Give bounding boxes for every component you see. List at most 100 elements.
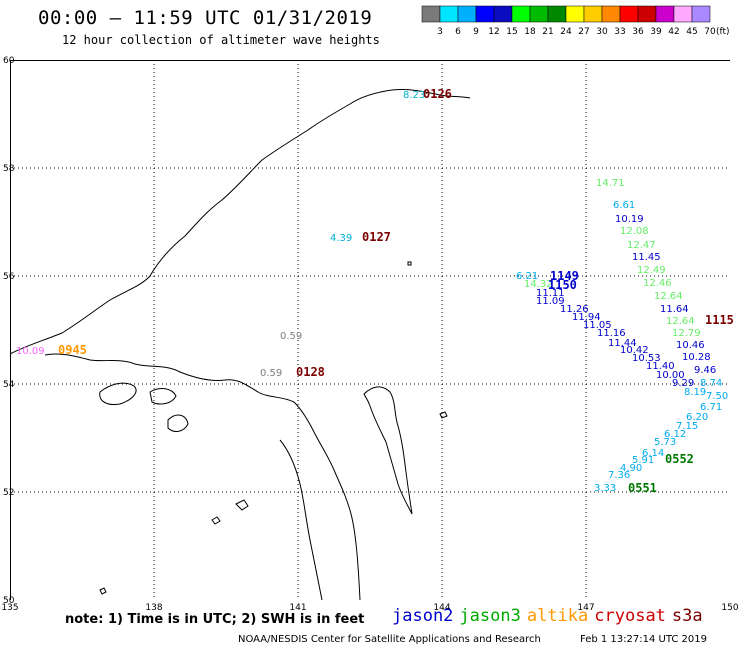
wave-height-label: 5.73 [654, 437, 676, 448]
legend-entry-altika: altika [526, 606, 589, 626]
wave-height-label: 3.33 [594, 483, 616, 494]
wave-height-label: 11.09 [536, 296, 565, 307]
wave-height-label: 11.45 [632, 252, 661, 263]
pass-time-stamp: 0945 [58, 343, 87, 357]
colorbar-tick-label: 24 [560, 27, 572, 37]
wave-height-label: 7.15 [676, 421, 698, 432]
wave-height-label: 6.12 [664, 429, 686, 440]
pass-time-stamp: 0127 [362, 230, 391, 244]
wave-height-label: 12.64 [654, 291, 683, 302]
colorbar-tick-label: 36 [632, 27, 644, 37]
wave-height-label: 6.21 [516, 271, 538, 282]
wave-height-label: 10.42 [620, 345, 649, 356]
wave-height-label: 7.36 [608, 470, 630, 481]
satellite-legend: jason2 jason3 altika cryosat s3a [392, 606, 709, 626]
coastline-shantar-islands [99, 382, 189, 432]
colorbar-tick-label: 21 [542, 27, 553, 37]
longitude-label: 144 [433, 603, 450, 613]
footer-note: note: 1) Time is in UTC; 2) SWH is in fe… [65, 612, 365, 627]
wave-height-label: 8.19 [684, 387, 706, 398]
wave-height-label: 8.23 [403, 90, 425, 101]
wave-height-label: 11.64 [660, 304, 689, 315]
wave-height-label: 12.49 [637, 265, 666, 276]
pass-time-stamp: 0128 [296, 365, 325, 379]
wave-height-label: 11.94 [572, 312, 601, 323]
latitude-label: 58 [3, 164, 15, 174]
wave-height-label: 12.79 [672, 328, 701, 339]
wave-height-label: 4.90 [620, 463, 642, 474]
wave-height-label: 0.59 [280, 331, 302, 342]
colorbar-tick-label: 9 [473, 27, 479, 37]
longitude-label: 135 [1, 603, 18, 613]
longitude-label: 141 [289, 603, 306, 613]
coastline-small-islands [99, 261, 448, 595]
wave-height-label: 10.53 [632, 353, 661, 364]
colorbar: 3 6 9 12 15 18 21 24 27 30 33 36 39 42 45 70 (ft) [421, 5, 730, 37]
map-frame [10, 60, 730, 600]
colorbar-tick-label: 33 [614, 27, 625, 37]
latitude-label: 52 [3, 488, 14, 498]
wave-height-label: 12.08 [620, 226, 649, 237]
pass-time-stamp: 1149 [550, 269, 579, 283]
legend-entry-jason2: jason2 [392, 606, 454, 626]
colorbar-swatch [691, 5, 711, 23]
colorbar-tick-label: 42 [668, 27, 679, 37]
colorbar-tick-label: 30 [596, 27, 608, 37]
wave-height-label: 11.05 [583, 320, 612, 331]
wave-height-label: 11.11 [536, 288, 565, 299]
colorbar-tick-label: 27 [578, 27, 589, 37]
generated-timestamp: Feb 1 13:27:14 UTC 2019 [580, 634, 707, 645]
longitude-label: 138 [145, 603, 162, 613]
colorbar-tick-label: 15 [506, 27, 517, 37]
wave-height-label: 4.39 [330, 233, 352, 244]
page-subtitle: 12 hour collection of altimeter wave hei… [62, 33, 380, 47]
wave-height-label: 10.09 [16, 346, 45, 357]
wave-height-label: 9.29 [672, 378, 694, 389]
pass-time-stamp: 1150 [548, 278, 577, 292]
coastline-amur [279, 439, 323, 601]
wave-height-label: 5.91 [632, 455, 654, 466]
pass-time-stamp: 0126 [423, 87, 452, 101]
wave-height-label: 6.14 [642, 448, 664, 459]
wave-height-label: 11.44 [608, 338, 637, 349]
latitude-label: 56 [3, 272, 15, 282]
colorbar-tick-label: 39 [650, 27, 662, 37]
coastline-mainland [9, 89, 471, 355]
wave-height-label: 11.26 [560, 304, 589, 315]
colorbar-tick-label: 45 [686, 27, 697, 37]
wave-height-label: 7.50 [706, 391, 728, 402]
longitude-label: 150 [721, 603, 738, 613]
wave-height-label: 8.74 [700, 378, 722, 389]
wave-height-label: 9.46 [694, 365, 716, 376]
longitude-label: 147 [577, 603, 594, 613]
wave-height-label: 10.00 [656, 370, 685, 381]
colorbar-tick-label: 18 [524, 27, 536, 37]
colorbar-tick-label: 70 [704, 27, 716, 37]
legend-entry-cryosat: cryosat [594, 606, 666, 626]
wave-height-label: 6.61 [613, 200, 635, 211]
wave-height-label: 12.47 [627, 240, 656, 251]
legend-entry-s3a: s3a [671, 606, 703, 626]
pass-time-stamp: 1115 [705, 313, 734, 327]
wave-height-label: 11.16 [597, 328, 626, 339]
wave-height-label: 10.28 [682, 352, 711, 363]
wave-height-label: 14.32 [524, 279, 553, 290]
wave-height-label: 0.59 [260, 368, 282, 379]
wave-height-label: 6.71 [700, 402, 722, 413]
wave-height-label: 10.19 [615, 214, 644, 225]
legend-entry-jason3: jason3 [459, 606, 521, 626]
colorbar-tick-label: 12 [488, 27, 499, 37]
page-title: 00:00 – 11:59 UTC 01/31/2019 [38, 7, 373, 29]
latitude-label: 50 [3, 596, 15, 606]
wave-height-label: 10.46 [676, 340, 705, 351]
colorbar-tick-label: 3 [437, 27, 443, 37]
wave-height-label: 12.64 [666, 316, 695, 327]
colorbar-unit-label: (ft) [716, 27, 730, 37]
coastline-okhotsk-south [44, 353, 361, 601]
latitude-label: 54 [3, 380, 15, 390]
wave-height-label: 12.46 [643, 278, 672, 289]
credit-text: NOAA/NESDIS Center for Satellite Applica… [238, 634, 541, 645]
colorbar-tick-label: 6 [455, 27, 461, 37]
pass-time-stamp: 0552 [665, 452, 694, 466]
